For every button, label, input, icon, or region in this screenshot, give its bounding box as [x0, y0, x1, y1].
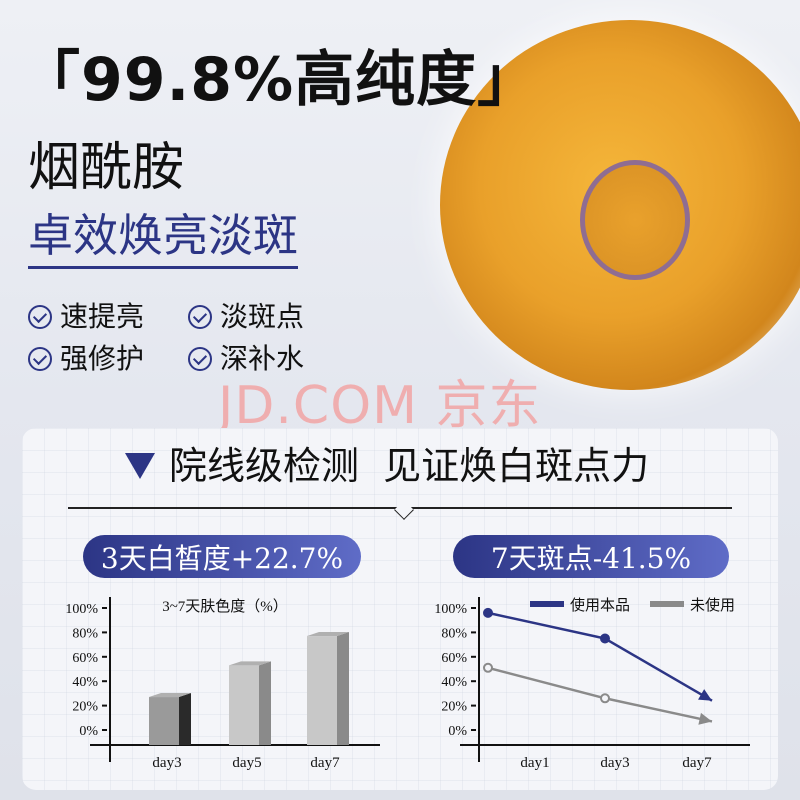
watermark: JD.COM 京东 [218, 376, 542, 436]
panel-title: 院线级检测 见证焕白斑点力 [125, 443, 649, 489]
feature-label: 强修护 [60, 342, 145, 375]
bar-chart-title: 3~7天肤色度（%） [162, 598, 288, 615]
feature-label: 淡斑点 [220, 300, 305, 333]
line-y-tick-label: 80% [441, 626, 467, 641]
line-y-tick-label: 40% [441, 675, 467, 690]
line-x-label: day7 [682, 755, 712, 771]
bar [149, 697, 179, 745]
tagline: 卓效焕亮淡斑 [28, 210, 299, 269]
headline: 「99.8%高纯度」 [20, 45, 539, 115]
feature-item: 深补水 [188, 342, 304, 376]
line-x-label: day3 [600, 755, 629, 771]
series-line-0 [487, 611, 713, 702]
line-y-tick-label: 100% [434, 602, 467, 617]
feature-item: 速提亮 [28, 300, 144, 334]
check-circle-icon [188, 347, 212, 371]
feature-label: 深补水 [220, 342, 305, 375]
series-arrowhead-1 [698, 712, 712, 725]
whitening-badge: 3天白皙度+22.7% [83, 535, 361, 578]
bar-x-label: day5 [232, 755, 261, 771]
bar [307, 636, 337, 745]
legend-swatch [530, 601, 564, 607]
bubble-image [580, 160, 690, 280]
line-y-tick-label: 0% [448, 724, 467, 739]
line-y-tick-label: 60% [441, 651, 467, 666]
check-circle-icon [28, 305, 52, 329]
bar-y-tick-label: 80% [72, 626, 98, 641]
feature-item: 强修护 [28, 342, 144, 376]
series-arrowhead-0 [698, 689, 712, 701]
bar-side [259, 661, 271, 745]
bar-y-tick-label: 40% [72, 675, 98, 690]
check-circle-icon [188, 305, 212, 329]
ingredient: 烟酰胺 [28, 138, 185, 198]
feature-label: 速提亮 [60, 300, 145, 333]
check-circle-icon [28, 347, 52, 371]
legend-swatch [650, 601, 684, 607]
bar-y-tick-label: 100% [65, 602, 98, 617]
feature-item: 淡斑点 [188, 300, 304, 334]
spot-badge: 7天斑点-41.5% [453, 535, 729, 578]
bar-x-label: day7 [310, 755, 340, 771]
bar-y-tick-label: 20% [72, 700, 98, 715]
data-point [483, 662, 493, 673]
series-line-1 [487, 666, 713, 723]
data-point [600, 633, 610, 644]
bar-x-label: day3 [152, 755, 181, 771]
bar-side [337, 632, 349, 745]
bar [229, 665, 259, 745]
line-y-tick-label: 20% [441, 700, 467, 715]
bar-y-tick-label: 60% [72, 651, 98, 666]
legend-label: 未使用 [690, 597, 735, 614]
bar-top [307, 632, 349, 637]
panel-title-text: 院线级检测 见证焕白斑点力 [169, 444, 650, 488]
line-x-label: day1 [520, 755, 549, 771]
data-point [483, 607, 493, 618]
data-point [600, 693, 610, 704]
legend-label: 使用本品 [570, 597, 630, 614]
bar-top [149, 693, 191, 698]
bar-top [229, 661, 271, 666]
bar-y-tick-label: 0% [79, 724, 98, 739]
triangle-down-icon [125, 453, 155, 479]
test-panel [22, 428, 778, 790]
bar-side [179, 693, 191, 745]
